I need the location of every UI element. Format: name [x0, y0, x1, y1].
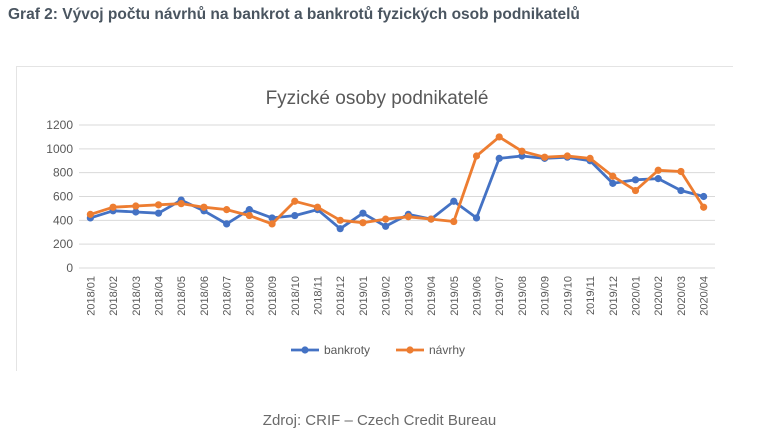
x-tick-label: 2018/03 [131, 276, 143, 316]
x-tick-label: 2020/02 [653, 276, 665, 316]
gridlines [79, 124, 715, 269]
data-point [223, 206, 231, 214]
x-tick-label: 2019/05 [449, 276, 461, 316]
x-tick-label: 2019/09 [540, 276, 552, 316]
x-tick-label: 2020/03 [676, 276, 688, 316]
x-tick-label: 2018/06 [199, 276, 211, 316]
data-point [291, 211, 299, 220]
x-tick-label: 2020/01 [631, 276, 643, 316]
data-point [313, 203, 322, 211]
y-tick-label: 400 [53, 213, 73, 227]
x-tick-label: 2018/09 [267, 276, 279, 316]
x-tick-label: 2019/03 [403, 276, 415, 316]
y-tick-label: 0 [66, 261, 73, 275]
x-tick-label: 2019/01 [358, 276, 370, 316]
line-chart: Fyzické osoby podnikatelé 0 200 400 600 800 1… [46, 88, 715, 357]
data-point [472, 214, 481, 222]
data-point [200, 203, 208, 211]
data-point [609, 179, 617, 187]
x-tick-label: 2019/02 [381, 276, 393, 316]
data-point [541, 153, 549, 161]
data-point [109, 203, 117, 211]
series-line-návrhy [89, 135, 705, 226]
x-tick-label: 2019/10 [562, 276, 574, 316]
x-tick-label: 2018/04 [154, 276, 166, 316]
data-point [609, 172, 617, 180]
x-tick-label: 2018/12 [335, 276, 347, 316]
y-tick-label: 800 [53, 166, 73, 180]
x-tick-label: 2018/02 [108, 276, 120, 316]
data-point [495, 133, 503, 141]
y-axis-ticks: 0 200 400 600 800 1000 1200 [46, 118, 73, 275]
data-point [132, 208, 140, 216]
source-note: Zdroj: CRIF – Czech Credit Bureau [262, 412, 497, 429]
x-tick-label: 2020/04 [699, 276, 711, 316]
data-point [450, 197, 458, 205]
chart-frame: Fyzické osoby podnikatelé 0 200 400 600 800 1… [16, 66, 733, 371]
x-tick-label: 2018/05 [176, 276, 188, 316]
data-point [677, 167, 685, 176]
data-point [336, 225, 344, 233]
data-point [450, 217, 458, 226]
legend-label: návrhy [429, 343, 465, 357]
data-point [631, 176, 640, 184]
y-tick-label: 1200 [46, 118, 73, 132]
data-point [291, 197, 299, 205]
data-point [245, 211, 253, 220]
data-point [382, 215, 390, 223]
data-point [223, 220, 231, 228]
data-point [245, 206, 253, 214]
legend-swatch-marker [301, 346, 309, 354]
chart-heading: Graf 2: Vývoj počtu návrhů na bankrot a … [8, 6, 580, 23]
data-point [268, 220, 276, 228]
data-point [86, 210, 94, 218]
data-point [404, 213, 412, 221]
legend: bankroty návrhy [291, 343, 465, 357]
x-tick-label: 2019/08 [517, 276, 529, 316]
data-point [132, 202, 140, 210]
data-point [518, 147, 526, 155]
x-tick-label: 2018/07 [222, 276, 234, 316]
x-tick-label: 2019/12 [608, 276, 620, 316]
data-point [677, 186, 685, 195]
y-tick-label: 600 [53, 190, 73, 204]
data-point [654, 166, 662, 174]
data-point [654, 175, 662, 183]
y-tick-label: 200 [53, 237, 73, 251]
x-tick-label: 2018/11 [313, 276, 325, 315]
x-tick-label: 2019/07 [494, 276, 506, 316]
data-point [495, 154, 503, 162]
series-lines [86, 133, 708, 233]
x-tick-label: 2019/11 [585, 276, 597, 315]
y-tick-label: 1000 [46, 142, 73, 156]
data-point [359, 219, 367, 227]
data-point [268, 214, 276, 222]
data-point [336, 216, 344, 224]
data-point [154, 201, 163, 209]
chart-title: Fyzické osoby podnikatelé [266, 88, 489, 109]
data-point [472, 152, 481, 160]
x-tick-label: 2019/04 [426, 276, 438, 316]
legend-label: bankroty [324, 343, 370, 357]
data-point [359, 209, 367, 217]
x-tick-label: 2018/01 [85, 276, 97, 316]
data-point [427, 215, 435, 223]
data-point [563, 152, 571, 160]
data-point [177, 200, 185, 208]
x-tick-label: 2019/06 [472, 276, 484, 316]
x-axis-ticks: 2018/01 2018/02 2018/03 2018/04 2018/05 2018/… [85, 276, 710, 316]
x-tick-label: 2018/10 [290, 276, 302, 316]
data-point [631, 186, 640, 195]
data-point [586, 154, 594, 162]
data-point [382, 222, 390, 230]
legend-swatch-marker [406, 346, 414, 354]
data-point [154, 209, 163, 217]
data-point [700, 192, 708, 201]
data-point [700, 203, 708, 211]
x-tick-label: 2018/08 [244, 276, 256, 316]
